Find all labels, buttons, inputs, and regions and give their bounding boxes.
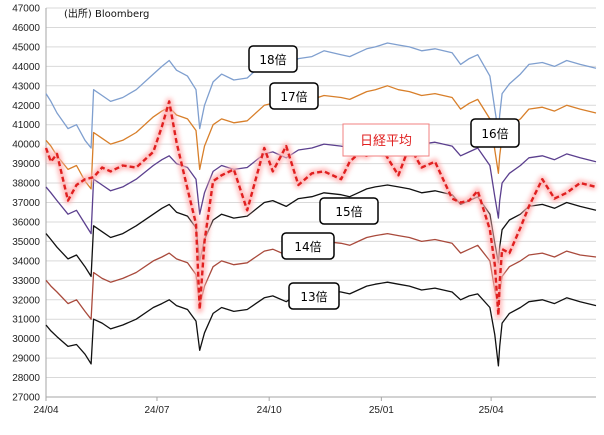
label-14x: 14倍 — [281, 232, 335, 260]
y-tick-label: 38000 — [12, 179, 40, 190]
y-tick-label: 42000 — [12, 101, 40, 112]
x-tick-label: 24/07 — [144, 405, 169, 416]
label-17x: 17倍 — [269, 82, 319, 110]
y-tick-label: 37000 — [12, 198, 40, 209]
y-tick-label: 30000 — [12, 334, 40, 345]
x-tick-label: 25/04 — [479, 405, 504, 416]
y-tick-label: 28000 — [12, 373, 40, 384]
y-tick-label: 27000 — [12, 393, 40, 404]
x-tick-label: 24/04 — [33, 405, 58, 416]
y-tick-label: 39000 — [12, 159, 40, 170]
y-tick-label: 31000 — [12, 315, 40, 326]
label-18x: 18倍 — [248, 45, 298, 73]
label-13x: 13倍 — [288, 282, 340, 310]
y-tick-label: 41000 — [12, 120, 40, 131]
label-17x-text: 17倍 — [280, 89, 307, 104]
label-13x-text: 13倍 — [300, 289, 327, 304]
y-tick-label: 45000 — [12, 42, 40, 53]
x-tick-label: 24/10 — [257, 405, 282, 416]
y-tick-label: 29000 — [12, 354, 40, 365]
y-tick-label: 36000 — [12, 217, 40, 228]
y-axis: 27000 28000 29000 30000 31000 32000 33000 34000… — [12, 4, 47, 404]
label-15x: 15倍 — [319, 197, 379, 225]
series-2-line — [45, 135, 597, 235]
source-note: (出所) Bloomberg — [64, 7, 149, 20]
nikkei-line — [44, 100, 597, 317]
y-tick-label: 44000 — [12, 62, 40, 73]
y-tick-label: 46000 — [12, 23, 40, 34]
label-16x: 16倍 — [470, 118, 520, 148]
y-tick-label: 34000 — [12, 256, 40, 267]
label-16x-text: 16倍 — [481, 126, 508, 141]
y-tick-label: 33000 — [12, 276, 40, 287]
label-18x-text: 18倍 — [259, 52, 286, 67]
y-tick-label: 43000 — [12, 81, 40, 92]
x-axis: 24/04 24/07 24/10 25/01 25/04 — [33, 396, 596, 416]
x-tick-label: 25/01 — [369, 405, 394, 416]
label-nikkei-text: 日経平均 — [360, 134, 412, 149]
y-tick-label: 40000 — [12, 140, 40, 151]
label-15x-text: 15倍 — [335, 204, 362, 219]
y-tick-label: 47000 — [12, 4, 40, 15]
y-tick-label: 32000 — [12, 295, 40, 306]
label-14x-text: 14倍 — [294, 239, 321, 254]
label-nikkei: 日経平均 — [342, 123, 430, 157]
y-tick-label: 35000 — [12, 237, 40, 248]
